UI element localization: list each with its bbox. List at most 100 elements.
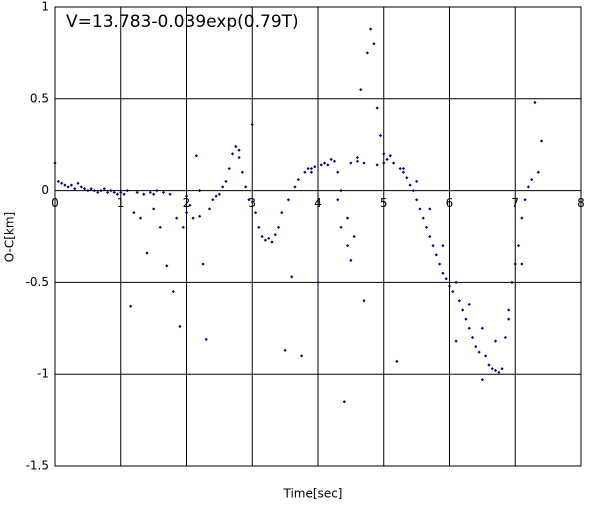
- y-tick-label: -1: [37, 367, 49, 381]
- point: [247, 198, 251, 202]
- x-tick-label: 7: [511, 196, 519, 210]
- point: [336, 198, 340, 202]
- x-axis-label: Time[sec]: [283, 487, 343, 501]
- point: [503, 335, 507, 340]
- point: [59, 181, 64, 185]
- point: [69, 183, 74, 187]
- point: [438, 262, 442, 266]
- point: [171, 289, 175, 294]
- point: [454, 339, 458, 343]
- point: [378, 133, 383, 138]
- point: [204, 337, 208, 341]
- point: [211, 198, 215, 202]
- point: [345, 216, 350, 220]
- point: [339, 189, 343, 193]
- plot-border: [54, 6, 582, 467]
- point: [513, 262, 517, 266]
- point: [175, 216, 179, 220]
- x-tick-label: 5: [380, 196, 388, 210]
- point: [66, 185, 70, 189]
- point: [428, 234, 432, 239]
- point: [441, 271, 445, 275]
- point: [355, 155, 360, 160]
- point: [299, 354, 304, 358]
- point: [237, 155, 241, 160]
- point: [109, 189, 113, 193]
- point: [234, 144, 238, 149]
- point: [507, 308, 511, 312]
- point: [224, 179, 228, 184]
- point: [309, 166, 314, 171]
- y-tick-label: -1.5: [26, 459, 49, 473]
- point: [362, 299, 366, 303]
- point: [500, 367, 504, 371]
- point: [372, 42, 376, 46]
- point: [257, 225, 261, 229]
- point: [322, 161, 327, 165]
- point: [457, 299, 461, 303]
- point: [444, 277, 448, 281]
- point: [152, 192, 156, 196]
- point: [395, 359, 399, 363]
- point: [115, 192, 120, 196]
- point: [345, 244, 350, 248]
- point: [526, 185, 530, 189]
- point: [283, 348, 287, 352]
- point: [184, 194, 189, 198]
- point: [56, 179, 60, 184]
- point: [181, 225, 185, 229]
- point: [165, 264, 169, 268]
- point: [76, 181, 80, 185]
- point: [188, 203, 192, 207]
- point: [484, 354, 488, 358]
- point: [336, 170, 340, 174]
- point: [82, 187, 87, 191]
- point: [194, 154, 198, 158]
- point: [138, 216, 143, 220]
- point: [342, 400, 346, 404]
- point: [454, 280, 458, 284]
- point: [493, 368, 498, 373]
- point: [148, 190, 152, 195]
- point: [158, 225, 162, 229]
- point: [263, 238, 267, 242]
- point: [244, 185, 248, 189]
- x-tick-label: 3: [248, 196, 256, 210]
- point: [375, 106, 379, 110]
- point: [198, 189, 202, 193]
- point: [480, 378, 484, 382]
- point: [132, 211, 136, 215]
- point: [319, 163, 323, 167]
- point: [201, 262, 205, 266]
- point: [359, 88, 363, 92]
- point: [510, 280, 514, 284]
- point: [349, 161, 353, 165]
- point: [424, 225, 429, 229]
- point: [490, 367, 494, 371]
- x-tick-label: 0: [51, 196, 59, 210]
- point: [415, 198, 419, 202]
- point: [451, 289, 455, 294]
- point: [92, 189, 97, 193]
- point: [520, 262, 524, 266]
- point: [152, 207, 156, 211]
- point: [398, 166, 402, 171]
- point: [369, 27, 373, 31]
- point: [270, 240, 274, 244]
- point: [530, 177, 534, 182]
- point: [260, 234, 264, 239]
- point: [447, 284, 452, 288]
- y-axis-label: O-C[km]: [3, 212, 17, 263]
- point: [306, 166, 310, 171]
- point: [267, 236, 271, 240]
- x-tick-label: 2: [183, 196, 191, 210]
- chart-title: V=13.783-0.039exp(0.79T): [66, 12, 299, 32]
- y-tick-label: 0: [41, 183, 49, 197]
- point: [467, 302, 471, 307]
- point: [63, 183, 67, 187]
- point: [276, 225, 281, 229]
- point: [135, 190, 139, 195]
- point: [217, 192, 221, 196]
- point: [401, 170, 406, 174]
